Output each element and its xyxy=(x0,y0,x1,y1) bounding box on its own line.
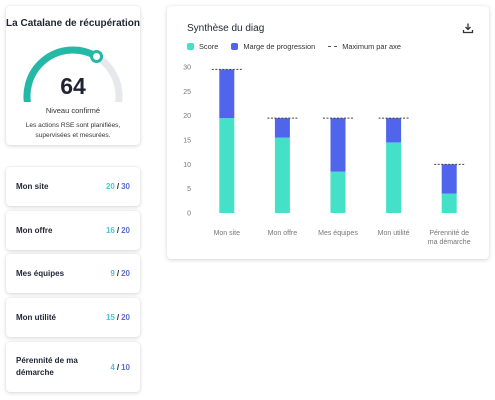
category-score: 16/20 xyxy=(106,211,130,250)
category-score: 4/10 xyxy=(110,342,130,392)
score-separator: / xyxy=(116,226,120,235)
category-max: 30 xyxy=(121,182,130,191)
y-tick-label: 0 xyxy=(187,211,191,218)
bar-margin xyxy=(274,118,290,138)
score-separator: / xyxy=(116,182,120,191)
legend-item-max[interactable]: Maximum par axe xyxy=(328,42,401,51)
chart-card: 0 5 10 15 20 25 30 Mon site Mon offre Mes équipes… xyxy=(167,6,489,259)
legend-swatch xyxy=(231,43,239,50)
legend-item-margin[interactable]: Marge de progression xyxy=(231,42,315,51)
category-points: 9 xyxy=(110,269,115,278)
score-card: La Catalane de récupération 64 Niveau co… xyxy=(6,6,140,145)
x-tick-label: Mon site xyxy=(214,230,241,237)
category-card-perennite[interactable]: Pérennité de ma démarche 4/10 xyxy=(6,342,140,392)
category-max: 20 xyxy=(121,269,130,278)
legend-label: Maximum par axe xyxy=(342,42,401,51)
x-tick-label: Mon offre xyxy=(268,230,298,237)
score-separator: / xyxy=(116,269,120,278)
legend-item-score[interactable]: Score xyxy=(187,42,218,51)
y-tick-label: 20 xyxy=(183,113,191,120)
bar-score xyxy=(274,137,290,213)
maturity-level: Niveau confirmé xyxy=(45,106,101,115)
category-card-equipes[interactable]: Mes équipes 9/20 xyxy=(6,254,140,293)
category-card-offre[interactable]: Mon offre 16/20 xyxy=(6,211,140,250)
x-tick-label: Mon utilité xyxy=(378,230,410,237)
download-icon[interactable] xyxy=(462,22,474,34)
bar-margin xyxy=(219,69,235,119)
category-name: Mon offre xyxy=(16,225,53,235)
overall-score: 64 xyxy=(60,73,86,99)
category-max: 20 xyxy=(121,313,130,322)
category-card-site[interactable]: Mon site 20/30 xyxy=(6,167,140,206)
y-tick-label: 30 xyxy=(183,65,191,72)
category-score: 20/30 xyxy=(106,167,130,206)
category-name: Mon site xyxy=(16,181,49,191)
legend-label: Score xyxy=(199,42,219,51)
legend-label: Marge de progression xyxy=(243,42,316,51)
category-max: 20 xyxy=(121,226,130,235)
level-description: Les actions RSE sont planifiées, supervi… xyxy=(25,122,121,139)
y-tick-label: 15 xyxy=(183,138,191,145)
bar-margin xyxy=(386,118,402,143)
legend-dash xyxy=(328,46,338,47)
y-tick-label: 5 xyxy=(187,186,191,193)
bar-score xyxy=(386,142,402,213)
category-name: Mon utilité xyxy=(16,312,56,322)
bar-score xyxy=(219,118,235,213)
category-points: 15 xyxy=(105,313,115,322)
gauge-knob xyxy=(90,49,104,63)
category-name: Mes équipes xyxy=(16,268,65,278)
category-score: 9/20 xyxy=(110,254,130,293)
bar-margin xyxy=(441,164,457,194)
category-score: 15/20 xyxy=(106,298,130,337)
category-max: 10 xyxy=(121,362,130,372)
category-points: 20 xyxy=(105,182,115,191)
category-points: 4 xyxy=(110,362,115,372)
bar-score xyxy=(441,193,457,213)
chart-title: Synthèse du diag xyxy=(187,23,265,34)
gauge-fill xyxy=(23,46,99,102)
x-tick-label: Mes équipes xyxy=(318,230,358,237)
y-tick-label: 25 xyxy=(183,89,191,96)
category-points: 16 xyxy=(105,226,115,235)
bar-score xyxy=(330,171,346,213)
chart-legend: Score Marge de progression Maximum par a… xyxy=(187,42,414,51)
category-card-utilite[interactable]: Mon utilité 15/20 xyxy=(6,298,140,337)
score-separator: / xyxy=(116,362,120,372)
organization-name: La Catalane de récupération xyxy=(6,18,140,29)
score-separator: / xyxy=(116,313,120,322)
score-gauge xyxy=(23,46,123,102)
y-tick-label: 10 xyxy=(183,162,191,169)
x-tick-label: Pérennité de ma démarche xyxy=(428,230,471,246)
bar-chart: 0 5 10 15 20 25 30 Mon site Mon offre Mes équipes… xyxy=(183,65,471,247)
bar-margin xyxy=(330,118,346,172)
legend-swatch xyxy=(187,43,194,50)
category-name: Pérennité de ma démarche xyxy=(16,356,78,377)
